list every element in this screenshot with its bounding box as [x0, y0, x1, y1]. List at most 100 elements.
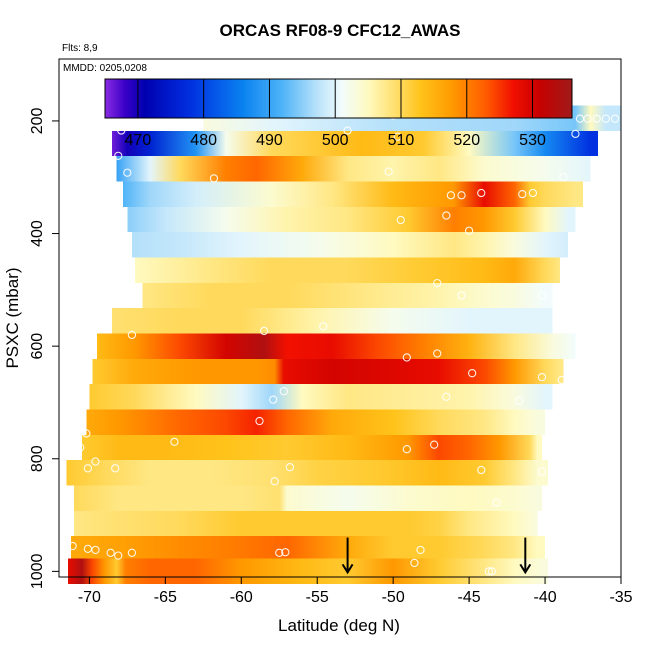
arrow-markers	[341, 537, 532, 575]
heatmap-row	[66, 460, 549, 486]
colorbar-tick-label: 490	[256, 132, 283, 149]
colorbar-tick-label: 480	[190, 132, 217, 149]
sample-point	[559, 173, 568, 182]
sample-point	[259, 326, 269, 336]
drop-arrow	[341, 537, 354, 575]
sample-point	[402, 445, 411, 454]
heatmap-row	[92, 358, 564, 385]
sample-point	[467, 369, 477, 378]
heatmap-row	[122, 181, 584, 207]
sample-point	[416, 545, 425, 555]
sample-point	[515, 396, 524, 405]
heatmap-rows	[66, 105, 621, 585]
sample-point	[76, 443, 85, 452]
sample-point	[319, 322, 328, 331]
colorbar-tick-label: 470	[125, 132, 152, 149]
sample-point	[430, 440, 439, 449]
x-tick-label: -70	[78, 589, 101, 606]
sample-point	[442, 211, 451, 220]
sample-point	[457, 291, 466, 300]
colorbar-tick-label: 520	[453, 132, 480, 149]
sample-point	[170, 437, 179, 447]
x-tick-label: -40	[533, 589, 556, 606]
colorbar-tick-label: 530	[519, 132, 546, 149]
sample-point	[114, 551, 123, 560]
sample-point	[592, 114, 601, 123]
y-tick-label: 200	[29, 107, 46, 134]
chart-title: ORCAS RF08-9 CFC12_AWAS	[220, 21, 461, 40]
sample-point	[269, 395, 278, 404]
sample-point	[343, 126, 352, 135]
heatmap-row	[74, 510, 538, 537]
sample-point	[114, 151, 123, 160]
flights-label: Flts: 8,9	[62, 43, 98, 54]
sample-point	[433, 278, 442, 288]
y-axis-label: PSXC (mbar)	[3, 267, 22, 368]
sample-point	[281, 548, 290, 557]
sample-point	[209, 174, 219, 183]
sample-point	[97, 251, 106, 261]
y-axis: 200 400 600 800 1000	[29, 107, 60, 589]
sample-point	[492, 498, 501, 507]
sample-point	[270, 477, 279, 486]
heatmap-row	[71, 536, 546, 562]
sample-point	[557, 375, 566, 385]
sample-point	[83, 327, 93, 337]
sample-point	[279, 387, 288, 396]
sample-point	[446, 191, 456, 200]
sample-point	[57, 465, 67, 475]
drop-arrow	[519, 537, 532, 575]
colorbar-gradient	[104, 78, 573, 119]
sample-point	[477, 465, 486, 475]
sample-point	[123, 168, 132, 177]
x-tick-label: -65	[154, 589, 177, 606]
sample-point	[537, 372, 547, 382]
sample-point	[127, 330, 137, 340]
sample-point	[106, 548, 115, 557]
heatmap-row	[116, 156, 591, 182]
sample-point	[464, 226, 474, 235]
x-tick-label: -55	[306, 589, 329, 606]
sample-point	[393, 132, 402, 141]
sample-point	[88, 213, 97, 222]
x-tick-label: -60	[230, 589, 253, 606]
sample-point	[442, 392, 451, 401]
heatmap-row	[89, 384, 553, 410]
sample-point	[127, 548, 137, 557]
heatmap-row	[142, 282, 553, 309]
sample-point	[487, 567, 497, 576]
sample-point	[275, 548, 284, 557]
y-tick-label: 600	[29, 333, 46, 360]
sample-point	[83, 544, 93, 553]
date-label: MMDD: 0205,0208	[63, 63, 147, 74]
sample-point	[86, 327, 96, 337]
sample-point	[255, 416, 264, 426]
colorbar: 470 480 490 500 510 520 530	[104, 78, 573, 149]
sample-point	[396, 215, 405, 225]
x-axis-label: Latitude (deg N)	[278, 616, 400, 635]
heatmap-row	[81, 434, 543, 461]
sample-point	[68, 541, 77, 551]
sample-point	[91, 457, 100, 466]
x-axis: -70 -65 -60 -55 -50 -45 -40 -35	[78, 576, 633, 606]
sample-point	[528, 188, 538, 198]
sample-point	[537, 467, 547, 476]
heatmap-row	[127, 206, 576, 233]
sample-point	[569, 308, 579, 318]
sample-point	[83, 464, 93, 473]
heatmap-row	[112, 308, 553, 334]
sample-point	[537, 291, 547, 300]
x-tick-label: -45	[458, 589, 481, 606]
sample-point	[610, 114, 620, 123]
sample-point	[484, 567, 494, 576]
heatmap-row	[86, 409, 546, 435]
sample-point	[457, 191, 466, 200]
sample-point	[117, 126, 126, 135]
heatmap-row	[131, 232, 568, 258]
x-tick-label: -50	[382, 589, 405, 606]
sample-point	[571, 129, 580, 139]
sample-point	[601, 114, 610, 123]
sample-point	[285, 463, 295, 472]
